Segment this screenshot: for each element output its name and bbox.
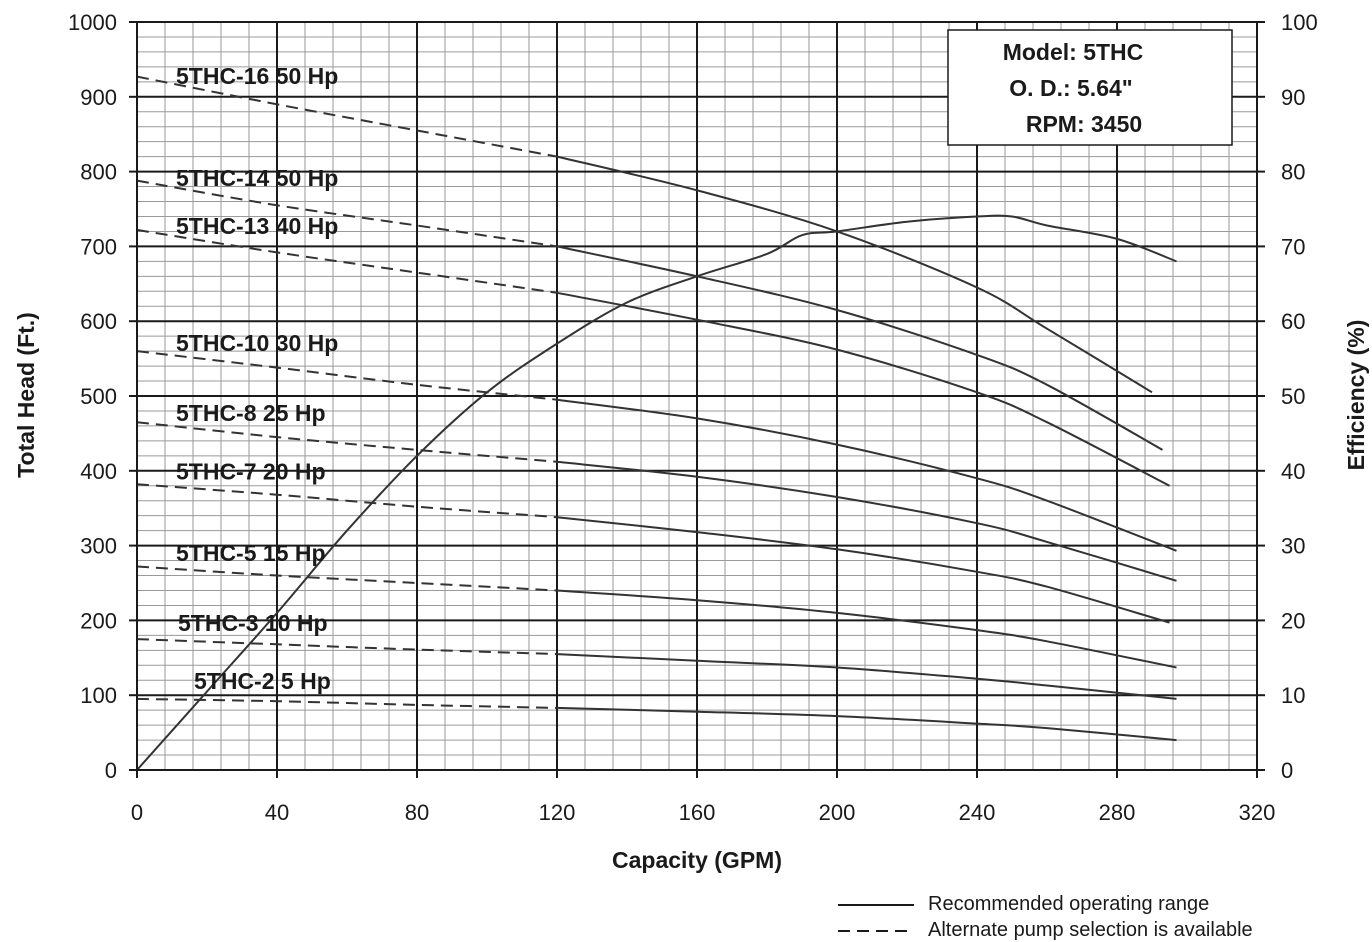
y-tick-label: 600 xyxy=(80,309,117,334)
head-curve-alternate xyxy=(136,565,558,592)
info-od: O. D.: 5.64" xyxy=(1009,75,1132,101)
x-tick-label: 160 xyxy=(679,800,716,825)
y-tick-label: 500 xyxy=(80,384,117,409)
x-tick-label: 280 xyxy=(1099,800,1136,825)
series-label: 5THC-7 20 Hp xyxy=(176,459,326,485)
x-tick-label: 80 xyxy=(405,800,429,825)
y2-tick-label: 90 xyxy=(1281,85,1305,110)
head-curve-recommended xyxy=(556,291,1170,487)
x-tick-label: 120 xyxy=(539,800,576,825)
y-tick-label: 400 xyxy=(80,459,117,484)
head-curve-alternate xyxy=(136,75,558,158)
y-tick-label: 100 xyxy=(80,683,117,708)
head-curve-recommended xyxy=(556,245,1163,451)
y-tick-label: 1000 xyxy=(68,10,117,35)
efficiency-curve xyxy=(136,214,1177,771)
x-tick-label: 240 xyxy=(959,800,996,825)
head-curve-alternate xyxy=(136,179,558,248)
y2-tick-label: 20 xyxy=(1281,608,1305,633)
x-axis-title: Capacity (GPM) xyxy=(612,847,782,873)
y-tick-label: 800 xyxy=(80,160,117,185)
y-tick-label: 700 xyxy=(80,234,117,259)
y2-axis-title: Efficiency (%) xyxy=(1343,320,1369,471)
series-label: 5THC-13 40 Hp xyxy=(176,213,338,239)
legend: Recommended operating range Alternate pu… xyxy=(838,893,1253,941)
series-label: 5THC-8 25 Hp xyxy=(176,400,326,426)
series-label: 5THC-5 15 Hp xyxy=(176,540,326,566)
info-box: Model: 5THC O. D.: 5.64" RPM: 3450 xyxy=(947,29,1233,146)
info-box-frame xyxy=(947,29,1233,146)
head-curve-recommended xyxy=(556,155,1153,394)
y2-tick-label: 80 xyxy=(1281,160,1305,185)
head-curve-recommended xyxy=(556,460,1177,582)
head-curve-alternate xyxy=(136,483,558,519)
y-axis-title: Total Head (Ft.) xyxy=(13,312,39,478)
y2-tick-label: 30 xyxy=(1281,534,1305,559)
y2-tick-label: 50 xyxy=(1281,384,1305,409)
y-tick-label: 200 xyxy=(80,608,117,633)
series-label: 5THC-10 30 Hp xyxy=(176,330,338,356)
head-curve-alternate xyxy=(136,228,558,294)
series-label: 5THC-14 50 Hp xyxy=(176,165,338,191)
y-tick-label: 300 xyxy=(80,534,117,559)
head-curve-alternate xyxy=(136,421,558,463)
y2-tick-label: 10 xyxy=(1281,683,1305,708)
info-model: Model: 5THC xyxy=(1003,39,1144,65)
y2-tick-label: 100 xyxy=(1281,10,1318,35)
y2-tick-label: 60 xyxy=(1281,309,1305,334)
y2-tick-label: 70 xyxy=(1281,234,1305,259)
series-layer xyxy=(136,75,1177,742)
x-tick-label: 320 xyxy=(1239,800,1276,825)
head-curve-recommended xyxy=(556,398,1177,552)
axis-ticks: 0 40 80 120 160 200 240 280 32001002003004005006… xyxy=(68,10,1318,825)
legend-dashed-label: Alternate pump selection is available xyxy=(928,919,1253,941)
head-curve-alternate xyxy=(136,697,558,709)
y-tick-label: 0 xyxy=(105,758,117,783)
y2-tick-label: 40 xyxy=(1281,459,1305,484)
x-tick-label: 40 xyxy=(265,800,289,825)
efficiency-layer xyxy=(136,214,1177,771)
info-rpm: RPM: 3450 xyxy=(1026,111,1142,137)
y-tick-label: 900 xyxy=(80,85,117,110)
head-curve-recommended xyxy=(556,706,1177,742)
series-label: 5THC-3 10 Hp xyxy=(178,610,328,636)
head-curve-recommended xyxy=(556,516,1170,624)
curve-labels: 5THC-16 50 Hp 5THC-14 50 Hp 5THC-13 40 Hp 5… xyxy=(176,63,338,694)
head-curve-recommended xyxy=(556,589,1177,669)
x-tick-label: 200 xyxy=(819,800,856,825)
legend-solid-label: Recommended operating range xyxy=(928,893,1209,915)
head-curve-alternate xyxy=(136,350,558,401)
y2-tick-label: 0 xyxy=(1281,758,1293,783)
series-label: 5THC-16 50 Hp xyxy=(176,63,338,89)
series-label: 5THC-2 5 Hp xyxy=(194,668,331,694)
head-curve-recommended xyxy=(556,653,1177,700)
x-tick-label: 0 xyxy=(131,800,143,825)
head-curve-alternate xyxy=(136,638,558,656)
